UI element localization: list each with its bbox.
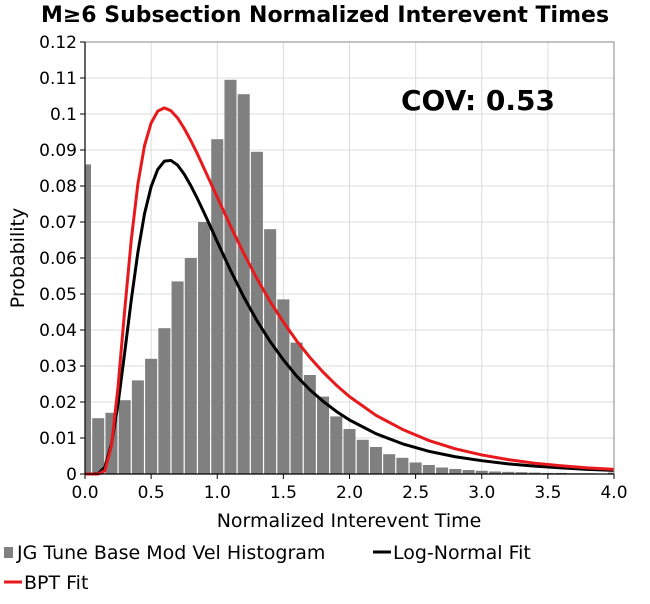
x-tick-label: 2.5 [402, 483, 429, 503]
y-tick-label: 0.06 [39, 249, 77, 269]
y-tick-label: 0.11 [39, 69, 77, 89]
histogram-bar [145, 359, 157, 474]
legend-lognormal-label: Log-Normal Fit [393, 542, 531, 564]
y-tick-label: 0.09 [39, 141, 77, 161]
y-tick-label: 0.02 [39, 393, 77, 413]
y-tick-label: 0.01 [39, 429, 77, 449]
cov-annotation: COV: 0.53 [401, 84, 555, 117]
histogram-bar [436, 468, 448, 474]
histogram-bar [198, 222, 210, 474]
histogram-bar [383, 454, 395, 474]
x-tick-label: 3.5 [534, 483, 561, 503]
histogram-bar [172, 281, 184, 474]
x-tick-label: 0.0 [71, 483, 98, 503]
y-tick-label: 0.08 [39, 177, 77, 197]
x-tick-label: 3.0 [468, 483, 495, 503]
histogram-bar [238, 94, 250, 474]
histogram-bar [343, 429, 355, 474]
x-tick-label: 4.0 [600, 483, 627, 503]
x-tick-label: 1.5 [270, 483, 297, 503]
x-tick-label: 2.0 [336, 483, 363, 503]
y-tick-label: 0 [66, 465, 77, 485]
y-tick-label: 0.03 [39, 357, 77, 377]
histogram-bar [423, 465, 435, 474]
y-tick-label: 0.04 [39, 321, 77, 341]
legend-bpt-label: BPT Fit [24, 572, 88, 594]
histogram-bar [86, 164, 91, 474]
x-tick-label: 0.5 [138, 483, 165, 503]
x-axis-ticks: 0.0 0.5 1.0 1.5 2.0 2.5 3.0 3.5 4.0 [71, 474, 627, 503]
y-tick-label: 0.1 [50, 105, 77, 125]
x-tick-label: 1.0 [204, 483, 231, 503]
histogram-bar [396, 458, 408, 474]
legend-item-lognormal: Log-Normal Fit [373, 542, 531, 564]
histogram-bar [357, 440, 369, 474]
histogram-bar [410, 462, 422, 474]
histogram-bar [264, 229, 276, 474]
legend-histogram-swatch [4, 547, 13, 558]
y-axis-ticks: 0 0.01 0.02 0.03 0.04 0.05 0.06 0.07 0.08 0.09 0.1… [39, 33, 85, 485]
y-tick-label: 0.07 [39, 213, 77, 233]
histogram-bar [317, 397, 329, 474]
legend-item-histogram: JG Tune Base Mod Vel Histogram [4, 542, 325, 564]
histogram-bar [449, 469, 461, 474]
y-tick-label: 0.12 [39, 33, 77, 53]
histogram-bar [158, 328, 170, 474]
x-axis-title: Normalized Interevent Time [217, 510, 482, 532]
histogram-bar [92, 418, 104, 474]
y-axis-title: Probability [7, 208, 29, 308]
histogram-bar [119, 400, 131, 474]
histogram-bar [132, 380, 144, 474]
legend: JG Tune Base Mod Vel Histogram Log-Norma… [4, 542, 531, 594]
histogram-bar [185, 258, 197, 474]
chart-title: M≥6 Subsection Normalized Interevent Tim… [41, 3, 609, 28]
y-tick-label: 0.05 [39, 285, 77, 305]
histogram-bar [330, 416, 342, 474]
histogram-bar [370, 447, 382, 474]
legend-item-bpt: BPT Fit [4, 572, 88, 594]
legend-histogram-label: JG Tune Base Mod Vel Histogram [16, 542, 325, 564]
histogram-bar [291, 343, 303, 474]
